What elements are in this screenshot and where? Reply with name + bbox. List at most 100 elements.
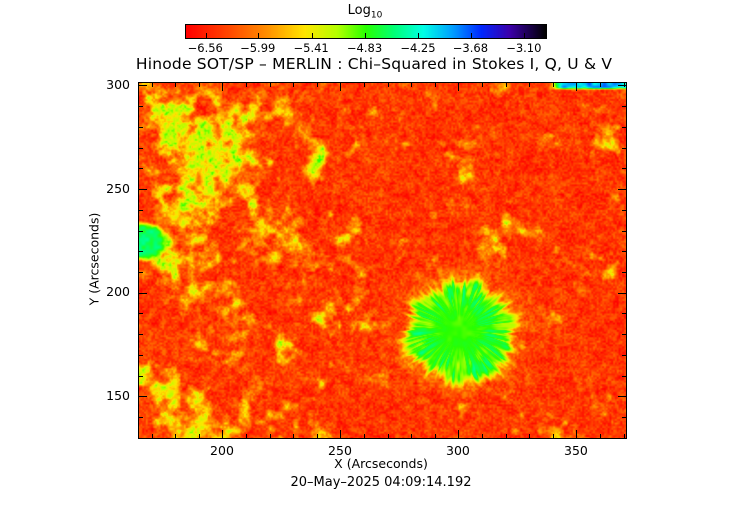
plot-area <box>138 82 627 439</box>
colorbar-tick <box>470 33 472 38</box>
colorbar <box>185 24 547 39</box>
x-tick-label: 350 <box>563 443 588 458</box>
y-major-tick <box>139 396 147 398</box>
x-major-tick <box>340 83 342 91</box>
x-minor-tick <box>434 434 436 438</box>
colorbar-gradient <box>186 25 546 38</box>
y-major-tick <box>618 85 626 87</box>
y-minor-tick <box>139 272 143 274</box>
x-minor-tick <box>316 434 318 438</box>
y-major-tick <box>618 189 626 191</box>
x-minor-tick <box>364 434 366 438</box>
y-tick-label: 300 <box>106 76 130 92</box>
colorbar-tick-label: −5.41 <box>293 41 329 55</box>
colorbar-tick-label: −3.10 <box>506 41 542 55</box>
colorbar-tick-label: −4.25 <box>400 41 436 55</box>
x-minor-tick <box>529 434 531 438</box>
y-minor-tick <box>139 417 143 419</box>
x-minor-tick <box>151 83 153 87</box>
y-minor-tick <box>622 106 626 108</box>
x-minor-tick <box>316 83 318 87</box>
colorbar-tick <box>524 33 526 38</box>
x-minor-tick <box>246 83 248 87</box>
x-tick-label: 250 <box>328 443 352 458</box>
colorbar-title-subscript: 10 <box>370 10 383 21</box>
y-major-tick <box>139 85 147 87</box>
x-minor-tick <box>151 434 153 438</box>
y-minor-tick <box>622 209 626 211</box>
y-minor-tick <box>139 375 143 377</box>
y-minor-tick <box>139 106 143 108</box>
colorbar-ticks <box>186 25 546 38</box>
x-major-tick <box>458 83 460 91</box>
x-minor-tick <box>600 434 602 438</box>
y-major-tick <box>139 189 147 191</box>
x-major-tick <box>222 430 224 438</box>
x-minor-tick <box>623 83 625 87</box>
colorbar-tick <box>365 33 367 38</box>
axis-ticks <box>139 83 626 438</box>
y-tick-label: 200 <box>106 284 130 300</box>
x-minor-tick <box>198 83 200 87</box>
x-minor-tick <box>387 83 389 87</box>
colorbar-tick-label: −6.56 <box>187 41 223 55</box>
x-minor-tick <box>552 434 554 438</box>
colorbar-tick-label: −5.99 <box>240 41 276 55</box>
x-minor-tick <box>434 83 436 87</box>
y-minor-tick <box>139 251 143 253</box>
plot-title: Hinode SOT/SP – MERLIN : Chi–Squared in … <box>135 55 613 73</box>
x-tick-label: 200 <box>210 443 234 458</box>
y-minor-tick <box>139 126 143 128</box>
y-minor-tick <box>622 251 626 253</box>
y-tick-label: 250 <box>106 180 130 196</box>
colorbar-tick-labels: −6.56 −5.99 −5.41 −4.83 −4.25 −3.68 −3.10 <box>185 41 545 56</box>
y-minor-tick <box>139 209 143 211</box>
x-major-tick <box>576 83 578 91</box>
x-minor-tick <box>387 434 389 438</box>
heatmap-image <box>139 83 626 438</box>
colorbar-title-text: Log <box>347 3 371 18</box>
x-minor-tick <box>411 83 413 87</box>
x-minor-tick <box>269 434 271 438</box>
x-minor-tick <box>269 83 271 87</box>
y-minor-tick <box>139 147 143 149</box>
y-major-tick <box>139 292 147 294</box>
y-minor-tick <box>139 168 143 170</box>
x-minor-tick <box>293 83 295 87</box>
x-minor-tick <box>505 434 507 438</box>
x-minor-tick <box>175 83 177 87</box>
colorbar-tick <box>205 33 207 38</box>
x-minor-tick <box>529 83 531 87</box>
x-minor-tick <box>293 434 295 438</box>
colorbar-tick <box>418 33 420 38</box>
colorbar-tick <box>311 33 313 38</box>
y-minor-tick <box>139 230 143 232</box>
x-minor-tick <box>623 434 625 438</box>
x-minor-tick <box>198 434 200 438</box>
colorbar-tick-label: −3.68 <box>452 41 489 55</box>
x-axis-label: X (Arcseconds) <box>334 456 428 471</box>
timestamp: 20–May–2025 04:09:14.192 <box>290 475 472 490</box>
x-minor-tick <box>505 83 507 87</box>
colorbar-tick-label: −4.83 <box>346 41 383 55</box>
x-major-tick <box>576 430 578 438</box>
x-minor-tick <box>482 83 484 87</box>
x-minor-tick <box>411 434 413 438</box>
y-minor-tick <box>622 334 626 336</box>
x-minor-tick <box>552 83 554 87</box>
x-minor-tick <box>246 434 248 438</box>
x-minor-tick <box>482 434 484 438</box>
y-minor-tick <box>622 147 626 149</box>
y-minor-tick <box>622 272 626 274</box>
x-tick-label: 300 <box>446 443 470 458</box>
y-minor-tick <box>622 375 626 377</box>
colorbar-tick <box>258 33 260 38</box>
x-major-tick <box>222 83 224 91</box>
x-major-tick <box>340 430 342 438</box>
y-minor-tick <box>139 313 143 315</box>
x-major-tick <box>458 430 460 438</box>
y-minor-tick <box>622 168 626 170</box>
x-minor-tick <box>175 434 177 438</box>
x-minor-tick <box>600 83 602 87</box>
